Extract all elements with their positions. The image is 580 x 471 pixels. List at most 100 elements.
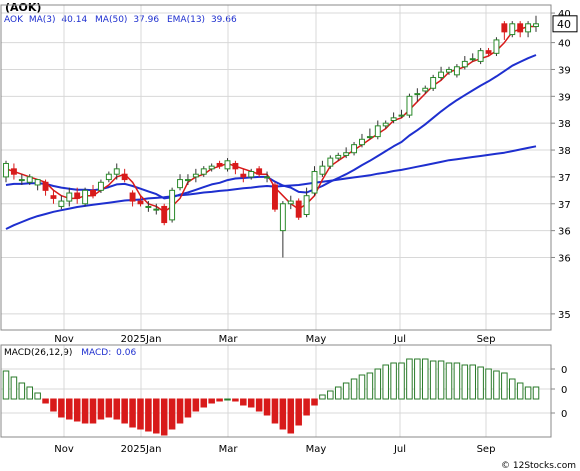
macd-bar <box>327 390 334 400</box>
candle-body <box>446 68 452 73</box>
price-x-tick-label: May <box>306 334 327 345</box>
macd-bar <box>2 370 10 400</box>
candle-body <box>232 162 239 170</box>
macd-bar <box>10 376 18 400</box>
macd-bar <box>105 398 113 418</box>
macd-bar <box>121 398 128 424</box>
macd-x-tick-label: Nov <box>54 444 74 455</box>
macd-bar <box>34 392 41 400</box>
macd-bar <box>129 398 136 428</box>
candle-body <box>161 205 168 224</box>
price-panel-frame <box>0 4 552 331</box>
price-x-tick-label: Sep <box>477 334 496 345</box>
candle-body <box>129 192 136 202</box>
candle-body <box>359 138 365 146</box>
macd-bar <box>200 398 208 408</box>
candle-body <box>137 200 144 205</box>
last-price-tag <box>552 15 578 33</box>
candle-body <box>374 125 381 138</box>
candle-body <box>121 173 128 181</box>
macd-bar <box>271 398 279 424</box>
candle-body <box>153 208 160 211</box>
macd-bar <box>485 368 492 400</box>
price-legend: AOK MA(3) 40.14 MA(50) 37.96 EMA(13) 39.… <box>4 15 237 25</box>
candle-body <box>169 189 176 221</box>
candle-body <box>18 179 25 182</box>
candle-body <box>50 195 57 199</box>
candle-body <box>311 171 318 194</box>
macd-bar <box>208 398 215 404</box>
macd-bar <box>516 382 524 400</box>
candle-body <box>224 160 231 170</box>
macd-bar <box>493 370 500 400</box>
candle-body <box>303 195 310 216</box>
watermark: © 12Stocks.com <box>501 461 576 471</box>
last-price-tag-label: 40 <box>557 18 571 31</box>
candle-body <box>34 179 41 186</box>
price-y-tick-label: 40 <box>558 9 571 20</box>
candle-body <box>90 189 96 197</box>
macd-bar <box>224 398 231 401</box>
candle-body <box>509 23 516 36</box>
candle-body <box>319 165 326 175</box>
macd-bar <box>263 398 271 416</box>
macd-bar <box>524 386 532 400</box>
candle-body <box>414 93 421 96</box>
macd-bar <box>58 398 65 418</box>
macd-bar <box>461 364 469 400</box>
legend-ma3-label: MA(3) <box>28 15 56 25</box>
price-y-tick-label: 37 <box>558 200 571 211</box>
candle-body <box>366 136 373 139</box>
macd-bar <box>26 386 33 400</box>
candle-body <box>343 152 350 156</box>
macd-bar <box>255 398 263 412</box>
candle-body <box>422 87 429 92</box>
macd-bar <box>160 398 168 436</box>
candle-body <box>177 179 183 189</box>
candle-body <box>453 66 460 76</box>
macd-legend-value-label: MACD: <box>81 348 112 358</box>
macd-bar <box>445 362 453 400</box>
candle-body <box>3 162 9 178</box>
candle-body <box>208 165 215 170</box>
macd-bar <box>247 398 255 408</box>
candle-body <box>335 154 342 159</box>
candle-body <box>493 39 500 54</box>
price-x-tick-label: Mar <box>219 334 239 345</box>
price-y-tick-label: 36 <box>558 227 571 238</box>
candle-body <box>248 171 255 178</box>
macd-x-tick-label: 2025Jan <box>121 444 162 455</box>
candle-body <box>105 173 112 181</box>
macd-bar <box>42 398 49 404</box>
macd-x-tick-label: Jul <box>393 444 406 455</box>
macd-bar <box>113 398 121 420</box>
macd-bar <box>334 386 342 400</box>
macd-bar <box>414 358 421 400</box>
macd-bar <box>97 398 105 420</box>
macd-bar <box>184 398 192 418</box>
macd-bar <box>509 378 516 400</box>
macd-bar <box>429 360 437 400</box>
candle-body <box>192 173 199 178</box>
macd-bar <box>319 394 326 400</box>
macd-y-tick-label: 0 <box>561 365 567 376</box>
price-x-tick-label: Nov <box>54 334 74 345</box>
macd-bar <box>532 386 540 400</box>
macd-y-tick-label: 0 <box>561 385 567 396</box>
candle-body <box>58 200 65 207</box>
macd-bar <box>232 398 239 402</box>
candle-body <box>517 23 524 33</box>
macd-bar <box>477 366 484 400</box>
macd-bar <box>216 398 223 402</box>
legend-ma50-label: MA(50) <box>95 15 128 25</box>
candle-body <box>327 157 334 167</box>
macd-bar <box>437 360 445 400</box>
price-y-tick-label: 38 <box>558 119 571 130</box>
candle-body <box>351 144 358 154</box>
legend-symbol: AOK <box>4 15 23 25</box>
candle-body <box>477 50 484 62</box>
price-y-tick-label: 39 <box>558 65 571 76</box>
candle-body <box>390 117 397 121</box>
macd-legend-label: MACD(26,12,9) <box>4 348 73 358</box>
macd-bar <box>342 382 350 400</box>
